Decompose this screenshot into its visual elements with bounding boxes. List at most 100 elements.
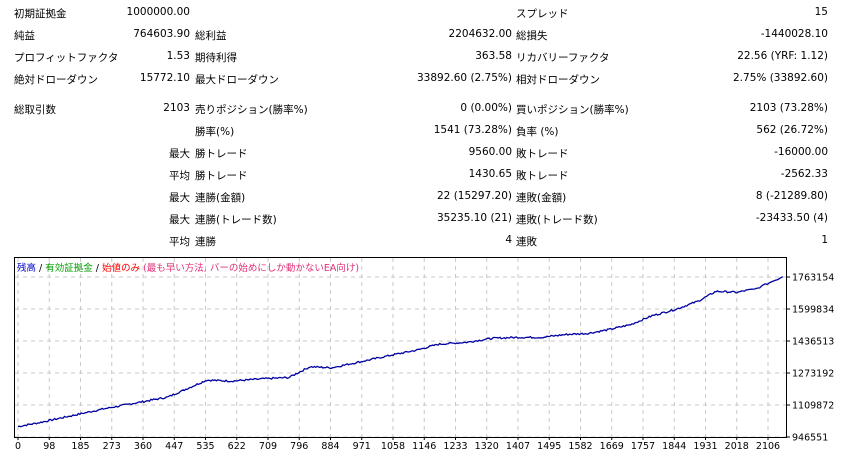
avg-consec-wins-label: 連勝 [195, 236, 216, 248]
y-tick-label: 1599834 [792, 304, 834, 315]
x-tick-label: 796 [290, 441, 308, 452]
max-prefix: 最大 [169, 214, 190, 226]
gross-loss-label: 総損失 [516, 30, 548, 42]
loss-rate-label: 負率 (%) [516, 126, 559, 138]
x-tick-label: 185 [71, 441, 89, 452]
max-consec-wins-cnt-value: 35235.10 (21) [437, 212, 512, 224]
total-trades-value: 2103 [163, 102, 190, 114]
max-consec-losses-cnt-label: 連敗(トレード数) [516, 214, 598, 226]
initial-deposit-value: 1000000.00 [126, 6, 190, 18]
largest-win-value: 9560.00 [468, 146, 512, 158]
max-consec-losses-cnt-value: -23433.50 (4) [755, 212, 828, 224]
x-tick-label: 447 [165, 441, 183, 452]
x-tick-label: 1495 [537, 441, 561, 452]
x-tick-label: 0 [15, 441, 21, 452]
avg-prefix: 平均 [169, 236, 190, 248]
avg-consec-wins-value: 4 [505, 234, 512, 246]
y-tick-label: 1763154 [792, 273, 834, 284]
net-profit-label: 純益 [14, 30, 35, 42]
y-tick-label: 1436513 [792, 336, 834, 347]
row-profit-factor: プロフィットファクタ 1.53 期待利得 363.58 リカバリーファクタ 22… [0, 50, 845, 66]
x-tick-label: 273 [103, 441, 121, 452]
max-prefix: 最大 [169, 148, 190, 160]
max-consec-wins-amt-label: 連勝(金額) [195, 192, 246, 204]
chart-grid [15, 258, 786, 438]
x-tick-label: 1757 [631, 441, 655, 452]
legend-model-note: (最も早い方法, バーの始めにしか動かないEA向け) [140, 263, 360, 274]
gross-profit-label: 総利益 [195, 30, 227, 42]
x-tick-label: 2018 [725, 441, 749, 452]
long-positions-value: 2103 (73.28%) [749, 102, 828, 114]
avg-win-value: 1430.65 [468, 168, 512, 180]
legend-separator: / [92, 263, 103, 274]
y-tick-label: 946551 [792, 433, 828, 444]
x-tick-label: 1320 [475, 441, 499, 452]
row-max-consec-amount: 最大 連勝(金額) 22 (15297.20) 連敗(金額) 8 (-21289… [0, 190, 845, 206]
y-tick-label: 1109872 [792, 400, 834, 411]
x-tick-label: 98 [43, 441, 55, 452]
legend-balance: 残高 [17, 263, 37, 274]
avg-prefix: 平均 [169, 170, 190, 182]
legend-separator: / [36, 263, 46, 274]
x-tick-label: 1058 [381, 441, 405, 452]
net-profit-value: 764603.90 [133, 28, 190, 40]
recovery-factor-value: 22.56 (YRF: 1.12) [737, 50, 828, 62]
x-tick-label: 1233 [443, 441, 467, 452]
x-tick-label: 360 [134, 441, 152, 452]
max-consec-wins-amt-value: 22 (15297.20) [437, 190, 512, 202]
gross-profit-value: 2204632.00 [448, 28, 512, 40]
expected-payoff-label: 期待利得 [195, 52, 237, 64]
max-consec-losses-amt-value: 8 (-21289.80) [755, 190, 828, 202]
avg-loss-value: -2562.33 [780, 168, 828, 180]
max-drawdown-label: 最大ドローダウン [195, 74, 279, 86]
max-drawdown-value: 33892.60 (2.75%) [417, 72, 512, 84]
x-tick-label: 2106 [756, 441, 780, 452]
recovery-factor-label: リカバリーファクタ [516, 52, 610, 64]
spread-label: スプレッド [516, 8, 569, 20]
largest-win-label: 勝トレード [195, 148, 248, 160]
total-trades-label: 総取引数 [14, 104, 56, 116]
avg-consec-losses-label: 連敗 [516, 236, 537, 248]
x-tick-label: 971 [353, 441, 371, 452]
avg-win-label: 勝トレード [195, 170, 248, 182]
row-drawdown: 絶対ドローダウン 15772.10 最大ドローダウン 33892.60 (2.7… [0, 72, 845, 88]
x-tick-label: 1146 [412, 441, 436, 452]
row-total-trades: 総取引数 2103 売りポジション(勝率%) 0 (0.00%) 買いポジション… [0, 102, 845, 118]
win-rate-label: 勝率(%) [195, 126, 235, 138]
chart-frame [14, 257, 787, 438]
profit-factor-value: 1.53 [166, 50, 190, 62]
x-tick-label: 1669 [600, 441, 624, 452]
abs-drawdown-value: 15772.10 [139, 72, 190, 84]
x-tick-label: 1582 [568, 441, 592, 452]
row-win-rate: 勝率(%) 1541 (73.28%) 負率 (%) 562 (26.72%) [0, 124, 845, 140]
row-average: 平均 勝トレード 1430.65 敗トレード -2562.33 [0, 168, 845, 184]
expected-payoff-value: 363.58 [475, 50, 512, 62]
x-tick-label: 709 [259, 441, 277, 452]
y-tick-label: 1273192 [792, 369, 834, 380]
legend-equity: 有効証拠金 [45, 263, 93, 274]
largest-loss-value: -16000.00 [774, 146, 828, 158]
x-tick-label: 535 [196, 441, 214, 452]
row-net-profit: 純益 764603.90 総利益 2204632.00 総損失 -1440028… [0, 28, 845, 44]
rel-drawdown-label: 相対ドローダウン [516, 74, 600, 86]
gross-loss-value: -1440028.10 [760, 28, 828, 40]
x-axis-ticks: 0 98 185 273 360 447 535 622 709 796 884 971 1058 114… [15, 437, 780, 452]
largest-loss-label: 敗トレード [516, 148, 569, 160]
x-tick-label: 884 [321, 441, 339, 452]
abs-drawdown-label: 絶対ドローダウン [14, 74, 98, 86]
loss-rate-value: 562 (26.72%) [756, 124, 828, 136]
x-tick-label: 622 [228, 441, 246, 452]
x-tick-label: 1931 [693, 441, 717, 452]
x-tick-label: 1407 [506, 441, 530, 452]
profit-factor-label: プロフィットファクタ [14, 52, 119, 64]
max-prefix: 最大 [169, 192, 190, 204]
win-rate-value: 1541 (73.28%) [433, 124, 512, 136]
max-consec-wins-cnt-label: 連勝(トレード数) [195, 214, 277, 226]
spread-value: 15 [814, 6, 828, 18]
long-positions-label: 買いポジション(勝率%) [516, 104, 629, 116]
initial-deposit-label: 初期証拠金 [14, 8, 67, 20]
x-tick-label: 1844 [662, 441, 686, 452]
avg-loss-label: 敗トレード [516, 170, 569, 182]
legend-model: 始値のみ [102, 263, 141, 274]
